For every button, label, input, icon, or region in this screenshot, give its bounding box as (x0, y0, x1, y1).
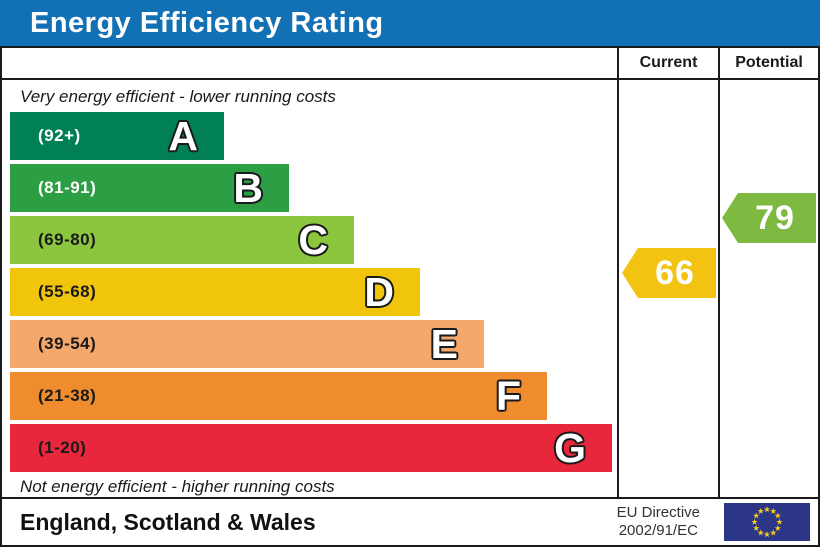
potential-column-header: Potential (718, 48, 818, 78)
current-rating-arrow: 66 (622, 248, 716, 298)
eu-flag-icon (724, 503, 810, 541)
region-label: England, Scotland & Wales (20, 508, 316, 535)
band-letter: B (233, 165, 263, 211)
footer: England, Scotland & Wales EU Directive 2… (2, 497, 818, 545)
band-row-g: (1-20) G (10, 424, 612, 472)
title-bar: Energy Efficiency Rating (0, 0, 820, 46)
band-letter: G (554, 425, 586, 471)
band-range-label: (92+) (38, 126, 81, 145)
band-range-label: (81-91) (38, 178, 97, 197)
band-letter: F (495, 373, 521, 419)
chart-area: Very energy efficient - lower running co… (2, 80, 617, 497)
band-row-a: (92+) A (10, 112, 224, 160)
potential-rating-value: 79 (755, 198, 795, 237)
band-row-d: (55-68) D (10, 268, 420, 316)
page-title: Energy Efficiency Rating (30, 6, 384, 39)
band-range-label: (69-80) (38, 230, 97, 249)
rating-table: Current Potential Very energy efficient … (0, 46, 820, 547)
chart-column-header-spacer (2, 48, 617, 78)
band-letter: C (298, 217, 328, 263)
band-range-label: (1-20) (38, 438, 87, 457)
header-row: Current Potential (2, 48, 818, 80)
caption-top: Very energy efficient - lower running co… (20, 87, 336, 106)
current-rating-value: 66 (655, 253, 695, 292)
potential-column: 79 (718, 80, 818, 497)
band-row-c: (69-80) C (10, 216, 354, 264)
band-range-label: (39-54) (38, 334, 97, 353)
current-column: 66 (617, 80, 718, 497)
caption-bottom: Not energy efficient - higher running co… (20, 477, 335, 496)
band-range-label: (55-68) (38, 282, 97, 301)
current-column-header: Current (617, 48, 718, 78)
eu-directive-line1: EU Directive (616, 504, 700, 521)
band-range-label: (21-38) (38, 386, 97, 405)
band-letter: D (364, 269, 394, 315)
band-row-e: (39-54) E (10, 320, 484, 368)
band-row-f: (21-38) F (10, 372, 547, 420)
eu-directive-line2: 2002/91/EC (618, 522, 698, 539)
eu-directive-label: EU Directive 2002/91/EC (617, 504, 700, 540)
band-letter: A (168, 113, 198, 159)
table-body: Very energy efficient - lower running co… (2, 80, 818, 497)
band-row-b: (81-91) B (10, 164, 289, 212)
potential-rating-arrow: 79 (722, 193, 816, 243)
rating-bands: (92+) A (81-91) B (69-80) C (55-68) D (39-54) E (2… (10, 112, 617, 472)
band-letter: E (430, 321, 458, 367)
